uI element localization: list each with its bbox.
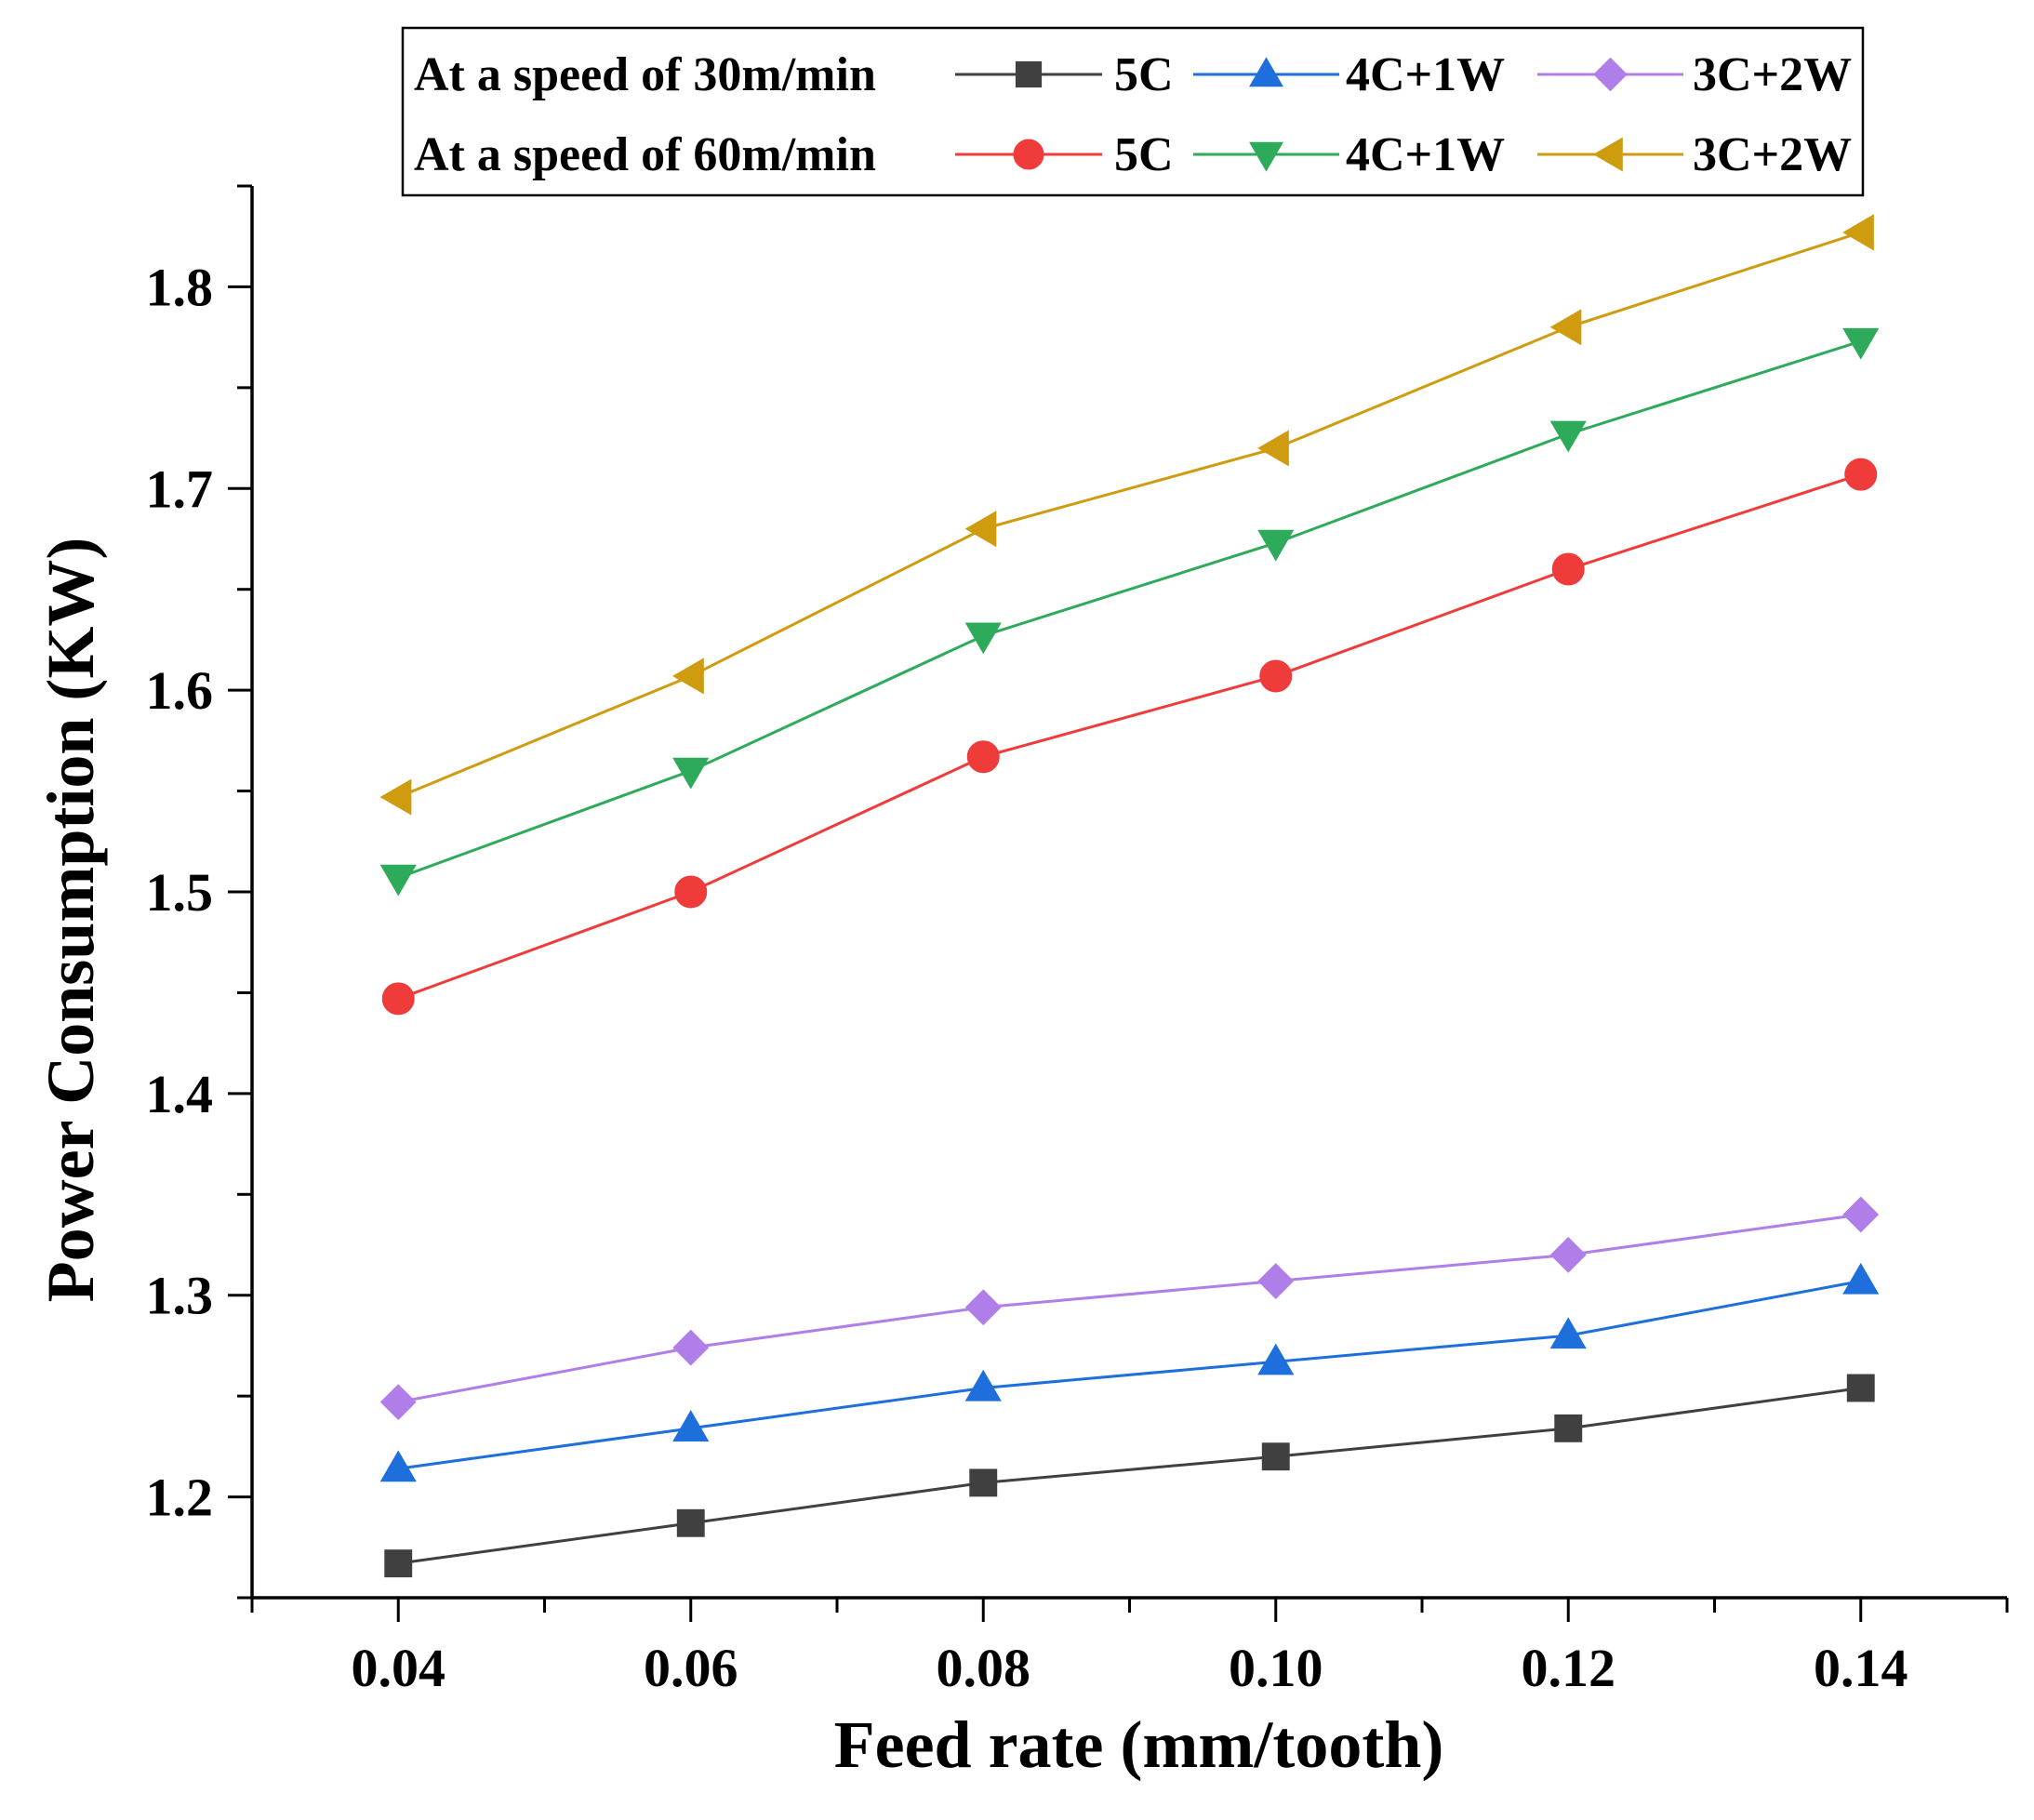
- data-point: [1549, 1236, 1587, 1273]
- data-point: [1257, 1263, 1295, 1299]
- legend: At a speed of 30m/min 5C 4C+1W 3C+2W At a sp…: [401, 26, 1865, 197]
- data-point: [1842, 327, 1880, 360]
- data-point: [672, 658, 704, 695]
- y-tick-label: 1.8: [146, 257, 214, 317]
- legend-entry-label: 3C+2W: [1693, 128, 1852, 181]
- legend-marker: [1249, 57, 1283, 87]
- series-1: [379, 1262, 1880, 1482]
- x-tick-label: 0.12: [1522, 1638, 1616, 1698]
- data-point: [1846, 1374, 1875, 1402]
- data-point: [1842, 1262, 1880, 1295]
- data-point: [672, 757, 710, 790]
- data-point: [1261, 1442, 1290, 1471]
- series-0: [384, 1374, 1875, 1578]
- data-point: [674, 875, 708, 909]
- data-point: [1844, 458, 1878, 491]
- legend-group-label: At a speed of 30m/min: [414, 48, 876, 101]
- legend-marker: [1249, 141, 1283, 172]
- series-layer: [379, 214, 1880, 1578]
- data-point: [964, 1289, 1002, 1326]
- data-point: [1842, 1196, 1880, 1233]
- x-tick-label: 0.06: [644, 1638, 738, 1698]
- x-tick-label: 0.10: [1229, 1638, 1323, 1698]
- legend-entry-label: 4C+1W: [1346, 48, 1505, 101]
- series-4: [379, 327, 1880, 897]
- data-point: [1551, 552, 1585, 586]
- data-point: [1554, 1414, 1583, 1442]
- series-2: [379, 1196, 1880, 1421]
- x-axis-title: Feed rate (mm/tooth): [834, 1707, 1444, 1782]
- y-tick-label: 1.4: [146, 1064, 214, 1124]
- data-point: [1257, 1343, 1295, 1375]
- x-ticks: 0.04 0.06 0.08 0.10 0.12 0.14: [250, 1598, 2009, 1698]
- data-point: [1259, 659, 1293, 693]
- data-point: [379, 864, 417, 897]
- data-point: [964, 511, 997, 548]
- series-line: [398, 1386, 1861, 1565]
- data-point: [672, 1410, 710, 1441]
- y-ticks: 1.2 1.3 1.4 1.5 1.6 1.7 1.8: [146, 184, 252, 1600]
- x-tick-label: 0.08: [937, 1638, 1031, 1698]
- y-axis-title: Power Consumption (KW): [33, 538, 108, 1303]
- data-point: [964, 1369, 1002, 1402]
- legend-entry-label: 5C: [1114, 48, 1174, 101]
- y-tick-label: 1.7: [146, 458, 214, 519]
- series-line: [398, 1280, 1862, 1470]
- legend-entry-label: 3C+2W: [1693, 48, 1852, 101]
- data-point: [964, 622, 1002, 655]
- data-point: [381, 982, 415, 1016]
- x-tick-label: 0.04: [352, 1638, 446, 1698]
- series-3: [381, 458, 1878, 1016]
- legend-marker: [1013, 139, 1044, 170]
- data-point: [672, 1329, 710, 1366]
- legend-marker: [1593, 57, 1628, 92]
- legend-entry-label: 5C: [1114, 128, 1174, 181]
- legend-entry-label: 4C+1W: [1346, 128, 1505, 181]
- data-point: [1549, 420, 1587, 453]
- y-tick-label: 1.5: [146, 862, 214, 923]
- series-line: [397, 472, 1862, 1001]
- data-point: [1549, 1317, 1587, 1349]
- data-point: [966, 740, 1000, 774]
- y-tick-label: 1.3: [146, 1266, 214, 1326]
- legend-group-label: At a speed of 60m/min: [414, 128, 876, 181]
- data-point: [1842, 214, 1874, 251]
- series-5: [379, 214, 1874, 816]
- y-tick-label: 1.2: [146, 1468, 214, 1528]
- series-line: [397, 231, 1862, 799]
- data-point: [379, 1450, 417, 1482]
- series-line: [397, 1213, 1861, 1404]
- axes: [250, 186, 2007, 1600]
- data-point: [969, 1468, 998, 1497]
- x-tick-label: 0.14: [1814, 1638, 1908, 1698]
- series-line: [397, 339, 1862, 880]
- data-point: [1257, 529, 1295, 562]
- legend-marker: [1015, 60, 1043, 88]
- data-point: [379, 778, 412, 816]
- data-point: [384, 1549, 413, 1578]
- data-point: [1257, 430, 1289, 467]
- y-tick-label: 1.6: [146, 660, 214, 721]
- data-point: [676, 1508, 705, 1537]
- data-point: [1549, 309, 1582, 346]
- legend-marker: [1592, 137, 1623, 172]
- data-point: [379, 1384, 417, 1421]
